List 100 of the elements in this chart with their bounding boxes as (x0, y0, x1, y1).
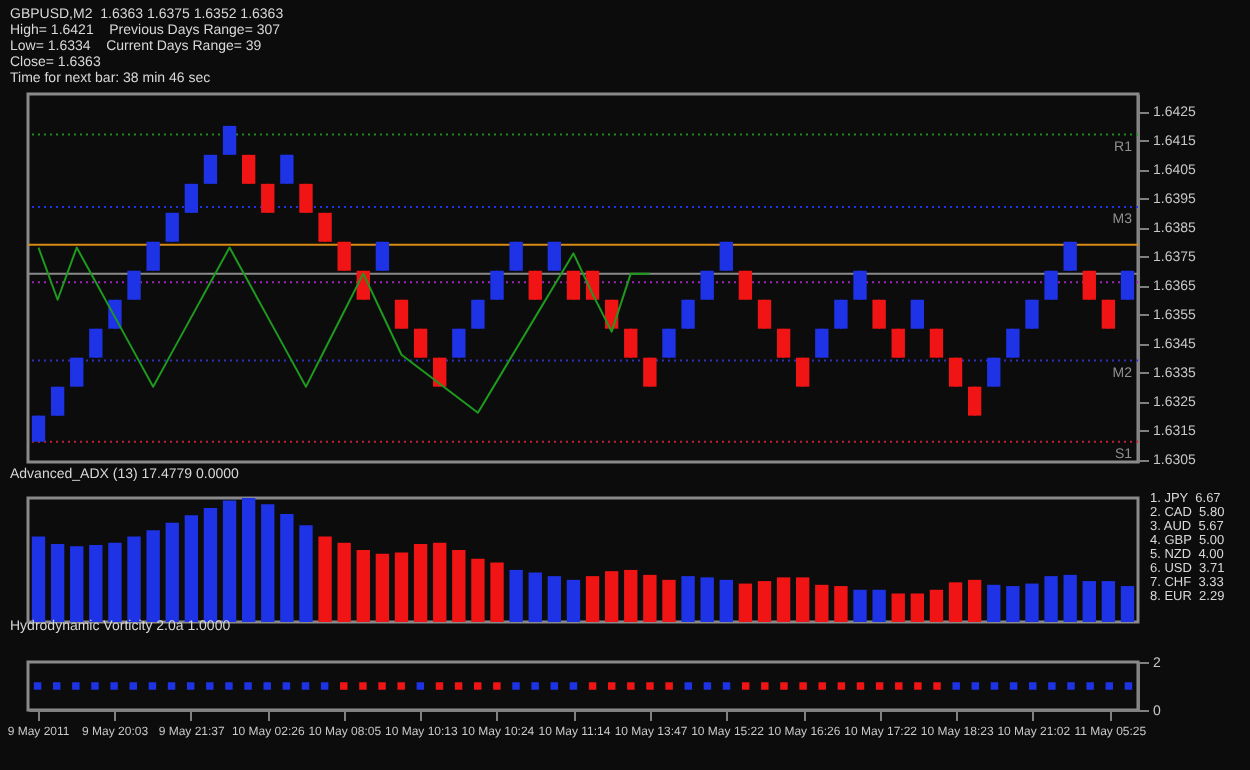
candlestick (471, 298, 485, 330)
candlestick (509, 240, 523, 272)
candlestick (1044, 269, 1058, 301)
candlestick (203, 153, 218, 185)
bar (719, 579, 733, 622)
candlestick (891, 327, 905, 359)
bar (738, 583, 753, 622)
candlestick (948, 356, 963, 388)
bar (948, 582, 963, 622)
candlestick (757, 298, 772, 330)
candlestick (643, 356, 657, 388)
bar (1063, 574, 1077, 622)
candlestick (337, 240, 351, 272)
candlestick (776, 327, 791, 359)
bar (413, 543, 428, 622)
bar (929, 589, 944, 622)
candlestick (222, 124, 237, 156)
candlestick (50, 385, 65, 417)
bar (108, 542, 122, 622)
bar (70, 546, 84, 622)
candlestick (375, 240, 390, 272)
candlestick (165, 211, 179, 243)
bar (89, 545, 103, 622)
candlestick (929, 327, 944, 359)
candlestick (872, 298, 886, 330)
bar (585, 576, 600, 622)
candlestick (127, 269, 141, 301)
candlestick (1082, 269, 1096, 301)
bar (394, 552, 409, 622)
candlestick (987, 356, 1001, 388)
bar (1101, 581, 1116, 622)
bar (337, 542, 351, 622)
bar (241, 498, 256, 622)
bar (1006, 586, 1020, 622)
candlestick (566, 269, 581, 301)
bar (318, 536, 332, 622)
candlestick (1120, 269, 1135, 301)
candlestick (910, 298, 925, 330)
candlestick (413, 327, 428, 359)
candlestick (834, 298, 848, 330)
candlestick (967, 385, 982, 417)
bar (356, 550, 370, 622)
candlestick (241, 153, 256, 185)
candlestick (796, 356, 810, 388)
candlestick (681, 298, 695, 330)
candlestick (1101, 298, 1116, 330)
bar (776, 577, 791, 622)
candlestick (1006, 327, 1020, 359)
bar (1082, 581, 1096, 622)
candlestick (31, 414, 46, 443)
bar (452, 550, 466, 622)
bar (910, 593, 925, 622)
bar (127, 536, 141, 622)
bar (547, 576, 562, 622)
candlestick (146, 240, 160, 272)
bar (528, 572, 542, 622)
candlestick (1025, 298, 1039, 330)
candlestick (70, 356, 84, 388)
bar (509, 569, 523, 622)
candlestick (700, 269, 714, 301)
candlestick (662, 327, 676, 359)
candlestick (89, 327, 103, 359)
bar (662, 579, 676, 622)
bar (987, 584, 1001, 622)
candlestick (261, 182, 275, 214)
bar (184, 515, 199, 622)
candlestick (853, 269, 867, 301)
bar (433, 542, 447, 622)
bar (757, 581, 772, 622)
bar (624, 569, 638, 622)
candlestick (547, 240, 562, 272)
bar (203, 507, 218, 622)
bar (146, 530, 160, 622)
bar (471, 558, 485, 622)
candlestick (490, 269, 504, 301)
bar (967, 579, 982, 622)
candlestick (528, 269, 542, 301)
bar (796, 577, 810, 622)
bar (165, 522, 179, 622)
bar (872, 589, 886, 622)
candlestick (299, 182, 313, 214)
bar (50, 543, 65, 622)
bar (566, 579, 581, 622)
candlestick (624, 327, 638, 359)
bar (1120, 586, 1135, 622)
bar (853, 589, 867, 622)
candlestick (394, 298, 409, 330)
bar (891, 593, 905, 622)
bar (490, 562, 504, 622)
bar (1025, 583, 1039, 622)
bar (681, 576, 695, 622)
candlestick (719, 240, 733, 272)
candlestick (738, 269, 753, 301)
bar (280, 514, 294, 622)
bar (31, 536, 46, 622)
bar (299, 525, 313, 622)
line-series (37, 246, 651, 414)
candlestick (280, 153, 294, 185)
bar (222, 500, 237, 622)
bar (1044, 576, 1058, 622)
